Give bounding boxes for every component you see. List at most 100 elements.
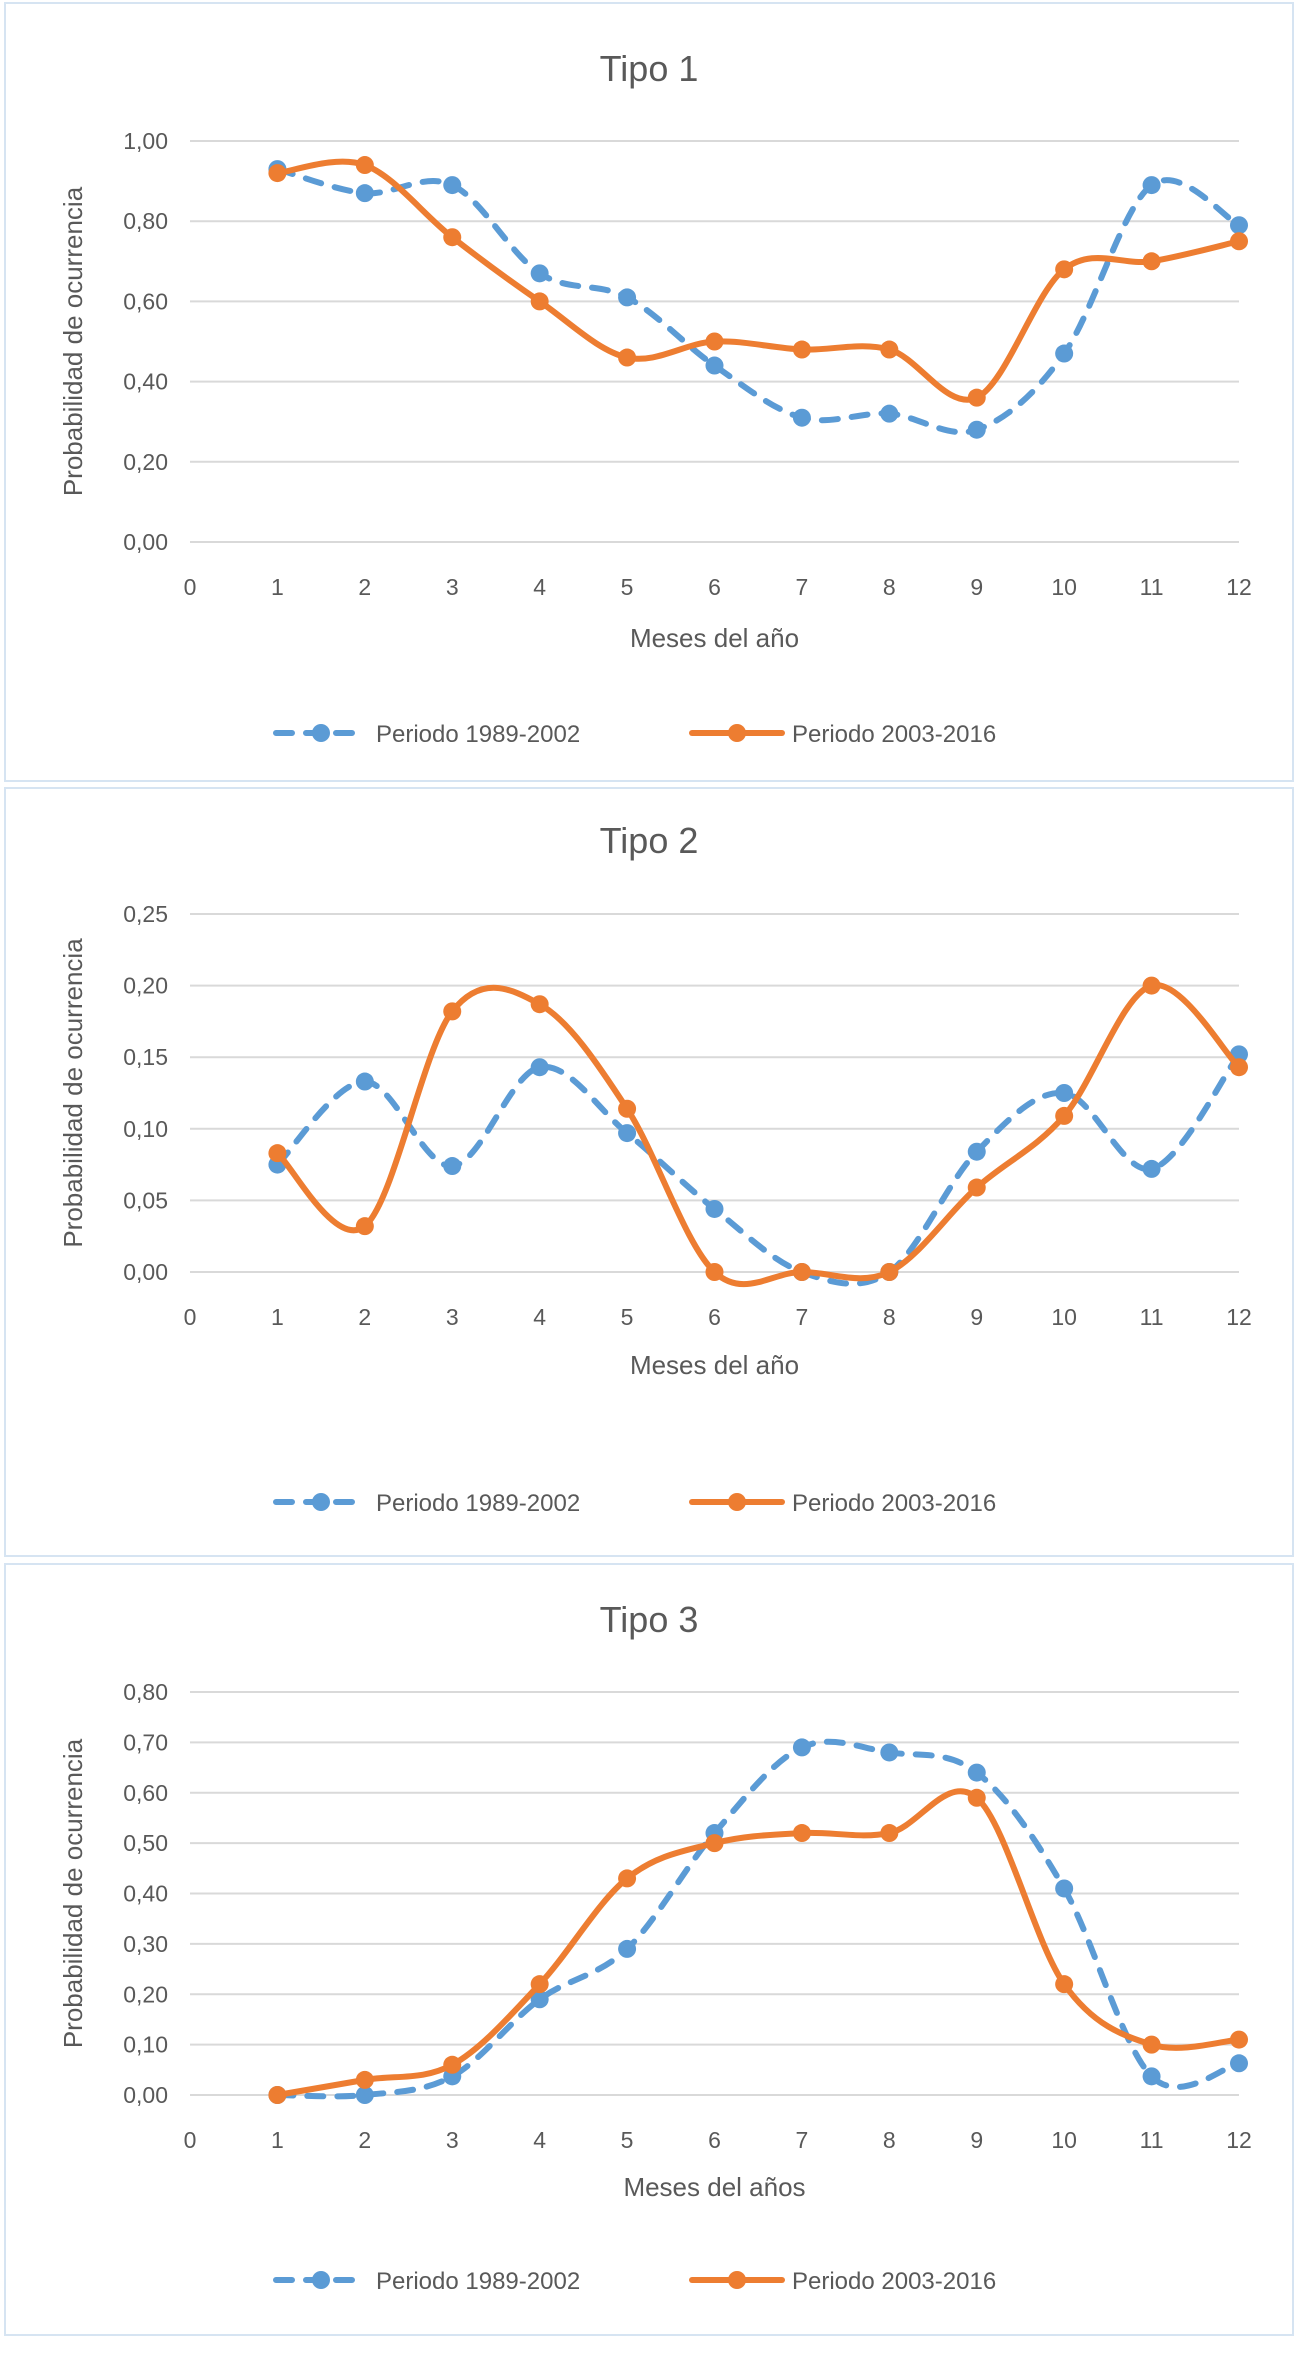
data-point <box>355 1217 374 1236</box>
series-1 <box>268 1738 1248 2104</box>
data-point <box>530 292 549 311</box>
legend-item-2: Periodo 2003-2016 <box>689 721 996 748</box>
y-tick-label: 0,40 <box>123 369 168 395</box>
series-1 <box>268 1045 1248 1287</box>
x-tick-label: 12 <box>1226 1304 1252 1330</box>
legend-marker-2 <box>728 1493 746 1511</box>
x-tick-label: 10 <box>1051 2127 1077 2153</box>
y-tick-label: 0,20 <box>123 973 168 999</box>
x-tick-label: 7 <box>796 2127 809 2153</box>
data-point <box>1230 232 1248 251</box>
data-point <box>268 164 287 183</box>
data-point <box>268 1144 287 1163</box>
data-point <box>967 1763 986 1782</box>
x-tick-label: 11 <box>1140 1304 1164 1330</box>
data-point <box>1055 344 1074 363</box>
y-tick-label: 0,00 <box>123 529 168 555</box>
y-tick-label: 0,30 <box>123 1931 168 1957</box>
data-point <box>443 1157 462 1176</box>
y-tick-label: 0,60 <box>123 288 168 314</box>
x-tick-label: 11 <box>1140 574 1164 600</box>
x-tick-label: 6 <box>708 1304 721 1330</box>
x-axis-label: Meses del año <box>630 623 799 653</box>
series-2 <box>268 1788 1248 2104</box>
x-tick-label: 8 <box>883 574 896 600</box>
legend-label: Periodo 1989-2002 <box>376 1490 580 1517</box>
data-point <box>618 1124 637 1143</box>
legend-label: Periodo 2003-2016 <box>792 2268 996 2295</box>
x-tick-label: 9 <box>970 1304 983 1330</box>
y-tick-label: 1,00 <box>123 128 168 154</box>
y-tick-label: 0,00 <box>123 1259 168 1285</box>
legend-item-2: Periodo 2003-2016 <box>689 1490 996 1517</box>
x-tick-label: 2 <box>358 574 371 600</box>
x-tick-label: 9 <box>970 2127 983 2153</box>
x-tick-label: 1 <box>271 574 284 600</box>
x-tick-label: 0 <box>184 1304 197 1330</box>
data-point <box>880 1263 899 1281</box>
x-tick-label: 1 <box>271 2127 284 2153</box>
x-tick-label: 6 <box>708 2127 721 2153</box>
x-tick-label: 4 <box>533 1304 546 1330</box>
x-tick-label: 5 <box>621 2127 634 2153</box>
data-point <box>1055 1975 1074 1994</box>
x-tick-label: 5 <box>621 1304 634 1330</box>
data-point <box>443 2055 462 2074</box>
data-point <box>880 1743 899 1762</box>
data-point <box>355 156 374 175</box>
data-point <box>618 288 637 307</box>
data-point <box>1142 976 1161 995</box>
x-tick-label: 3 <box>446 1304 459 1330</box>
y-tick-label: 0,10 <box>123 1116 168 1142</box>
data-point <box>967 420 986 439</box>
data-point <box>792 408 811 427</box>
legend-item-1: Periodo 1989-2002 <box>273 2268 580 2295</box>
x-tick-label: 8 <box>883 2127 896 2153</box>
data-point <box>967 1178 986 1197</box>
legend-marker-1 <box>312 1493 330 1511</box>
data-point <box>1055 1106 1074 1125</box>
data-point <box>355 2086 374 2104</box>
data-point <box>1230 1058 1248 1077</box>
data-point <box>530 995 549 1014</box>
x-tick-label: 12 <box>1226 2127 1252 2153</box>
data-point <box>967 1142 986 1161</box>
y-tick-label: 0,10 <box>123 2032 168 2058</box>
data-point <box>355 2070 374 2089</box>
data-point <box>443 176 462 195</box>
data-point <box>1142 2067 1161 2086</box>
x-tick-label: 3 <box>446 2127 459 2153</box>
chart-title: Tipo 1 <box>600 48 699 89</box>
chart-panel-tipo-2: Tipo 2 0,00 0,05 0,10 0,15 0,20 0,25 0 1 2 3 4 5 6 7 8 9… <box>4 787 1294 1557</box>
legend-marker-1 <box>312 724 330 742</box>
x-tick-label: 3 <box>446 574 459 600</box>
y-tick-label: 0,20 <box>123 1981 168 2007</box>
data-point <box>705 1199 724 1218</box>
data-point <box>967 388 986 407</box>
data-point <box>880 340 899 359</box>
chart-svg-3: Tipo 3 0,00 0,10 0,20 0,30 0,40 0,50 0,60 0,70 0,… <box>58 1599 1252 2295</box>
y-tick-label: 0,50 <box>123 1830 168 1856</box>
y-tick-label: 0,80 <box>123 1679 168 1705</box>
legend-label: Periodo 2003-2016 <box>792 721 996 748</box>
data-point <box>530 1975 549 1994</box>
series-line <box>274 1738 1242 2100</box>
data-point <box>1142 2035 1161 2054</box>
x-tick-label: 11 <box>1140 2127 1164 2153</box>
data-point <box>268 2086 287 2104</box>
data-point <box>618 1939 637 1958</box>
chart-panel-tipo-1: Tipo 1 0,00 0,20 0,40 0,60 0,80 1,00 0 1 2 3 4 5 6 7 8 9… <box>4 2 1294 782</box>
legend-marker-1 <box>312 2271 330 2289</box>
x-tick-label: 2 <box>358 1304 371 1330</box>
x-tick-label: 4 <box>533 2127 546 2153</box>
chart-panel-tipo-3: Tipo 3 0,00 0,10 0,20 0,30 0,40 0,50 0,60 0,70 0,… <box>4 1563 1294 2336</box>
x-tick-label: 9 <box>970 574 983 600</box>
data-point <box>792 1824 811 1843</box>
data-point <box>967 1788 986 1807</box>
legend-label: Periodo 1989-2002 <box>376 2268 580 2295</box>
legend-marker-2 <box>728 724 746 742</box>
series-line <box>274 1051 1242 1287</box>
x-tick-label: 7 <box>796 1304 809 1330</box>
series-2 <box>268 156 1248 407</box>
data-point <box>880 1824 899 1843</box>
